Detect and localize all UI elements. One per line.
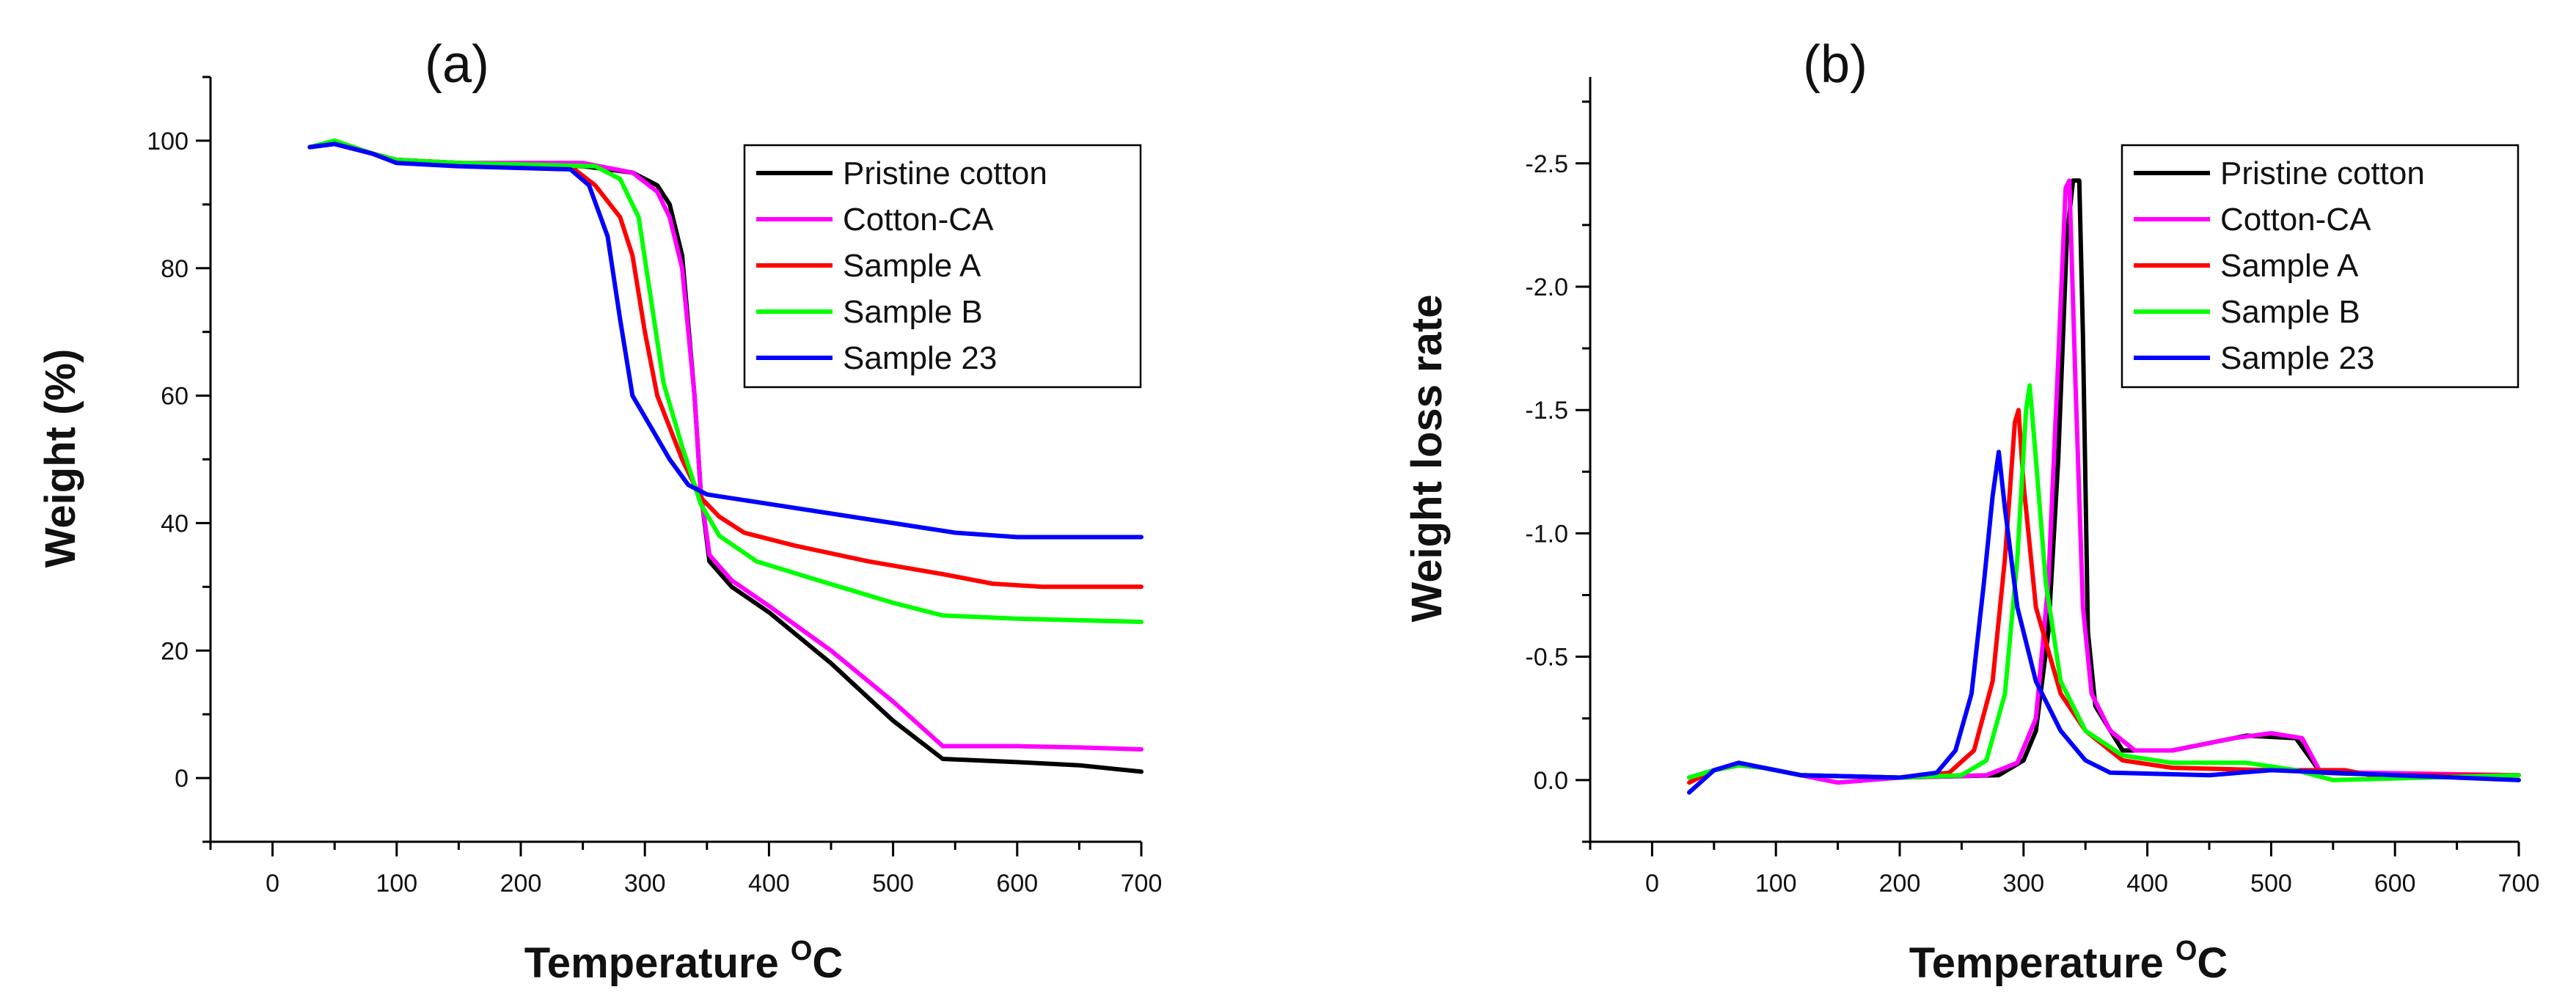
chart-b-y-tick-label: -1.0 (1525, 520, 1568, 548)
chart-a-series-sample-23 (307, 142, 1144, 540)
chart-b: (b) 0 100 200 300 400 500 600 700 0.0 -0.5 -1.0 -1.… (1403, 35, 2539, 987)
chart-b-x-tick-label: 700 (2498, 870, 2540, 897)
chart-a-x-tick-label: 500 (872, 870, 914, 897)
chart-b-x-tick-label: 600 (2374, 870, 2416, 897)
chart-a-x-tick-label: 300 (624, 870, 666, 897)
chart-a-legend-label: Pristine cotton (843, 155, 1047, 191)
chart-a-panel-label: (a) (425, 35, 489, 94)
chart-b-x-axis-title: Temperature OC (1909, 936, 2228, 987)
chart-b-plot-area: 0 100 200 300 400 500 600 700 0.0 -0.5 -1.0 -1.5 -2.… (1525, 77, 2539, 897)
chart-b-legend-label: Sample 23 (2220, 340, 2374, 376)
chart-a-x-tick-label: 200 (500, 870, 542, 897)
chart-a-legend-label: Sample 23 (843, 340, 997, 376)
chart-a-x-tick-label: 100 (376, 870, 417, 897)
chart-b-series-sample-23 (1687, 449, 2521, 795)
chart-b-legend: Pristine cotton Cotton-CA Sample A Sample B… (2121, 144, 2520, 389)
chart-b-y-tick-label: -1.5 (1525, 397, 1568, 425)
chart-a-x-tick-label: 700 (1121, 870, 1163, 897)
chart-b-x-tick-label: 0 (1645, 870, 1659, 897)
chart-b-y-tick-label: -2.5 (1525, 150, 1568, 178)
chart-b-legend-label: Cotton-CA (2220, 202, 2371, 238)
chart-a-x-tick-label: 600 (996, 870, 1038, 897)
chart-a-legend-label: Sample A (843, 248, 981, 284)
chart-b-legend-label: Pristine cotton (2220, 155, 2425, 191)
chart-a-y-axis-title: Weight (%) (37, 349, 84, 568)
chart-a-y-tick-label: 0 (175, 765, 189, 793)
chart-b-y-axis-title: Weight loss rate (1403, 295, 1451, 623)
chart-b-x-tick-label: 300 (2002, 870, 2044, 897)
chart-b-x-tick-label: 200 (1879, 870, 1921, 897)
chart-a-y-tick-label: 20 (161, 637, 189, 665)
chart-a-legend-label: Cotton-CA (843, 202, 994, 238)
chart-b-x-tick-label: 100 (1755, 870, 1797, 897)
chart-a-plot-area: 0 100 200 300 400 500 600 700 0 20 40 60 80 100 Pristi… (147, 76, 1163, 897)
chart-a-y-tick-label: 60 (161, 383, 189, 411)
chart-a-y-tick-label: 100 (147, 128, 189, 155)
chart-a-series-sample-b (307, 138, 1144, 625)
chart-a-x-tick-label: 0 (266, 870, 279, 897)
chart-a-legend-label: Sample B (843, 294, 983, 330)
chart-b-legend-label: Sample B (2220, 294, 2360, 330)
chart-a-x-axis-title: Temperature OC (524, 936, 844, 987)
chart-b-y-tick-label: 0.0 (1534, 767, 1568, 795)
chart-b-y-tick-label: -2.0 (1525, 273, 1568, 301)
chart-a: (a) 0 100 200 300 400 500 600 700 0 20 40 60 80 100 Pr… (37, 35, 1162, 987)
chart-b-y-tick-label: -0.5 (1525, 644, 1568, 672)
chart-b-series-sample-a (1687, 408, 2521, 785)
chart-a-y-tick-label: 40 (161, 510, 189, 537)
chart-a-x-tick-label: 400 (748, 870, 790, 897)
chart-b-panel-label: (b) (1803, 35, 1867, 94)
chart-a-y-tick-label: 80 (161, 255, 189, 283)
chart-a-legend: Pristine cotton Cotton-CA Sample A Sample B… (743, 144, 1142, 389)
chart-b-x-tick-label: 400 (2126, 870, 2168, 897)
chart-b-x-tick-label: 500 (2250, 870, 2292, 897)
chart-b-legend-label: Sample A (2220, 248, 2359, 284)
